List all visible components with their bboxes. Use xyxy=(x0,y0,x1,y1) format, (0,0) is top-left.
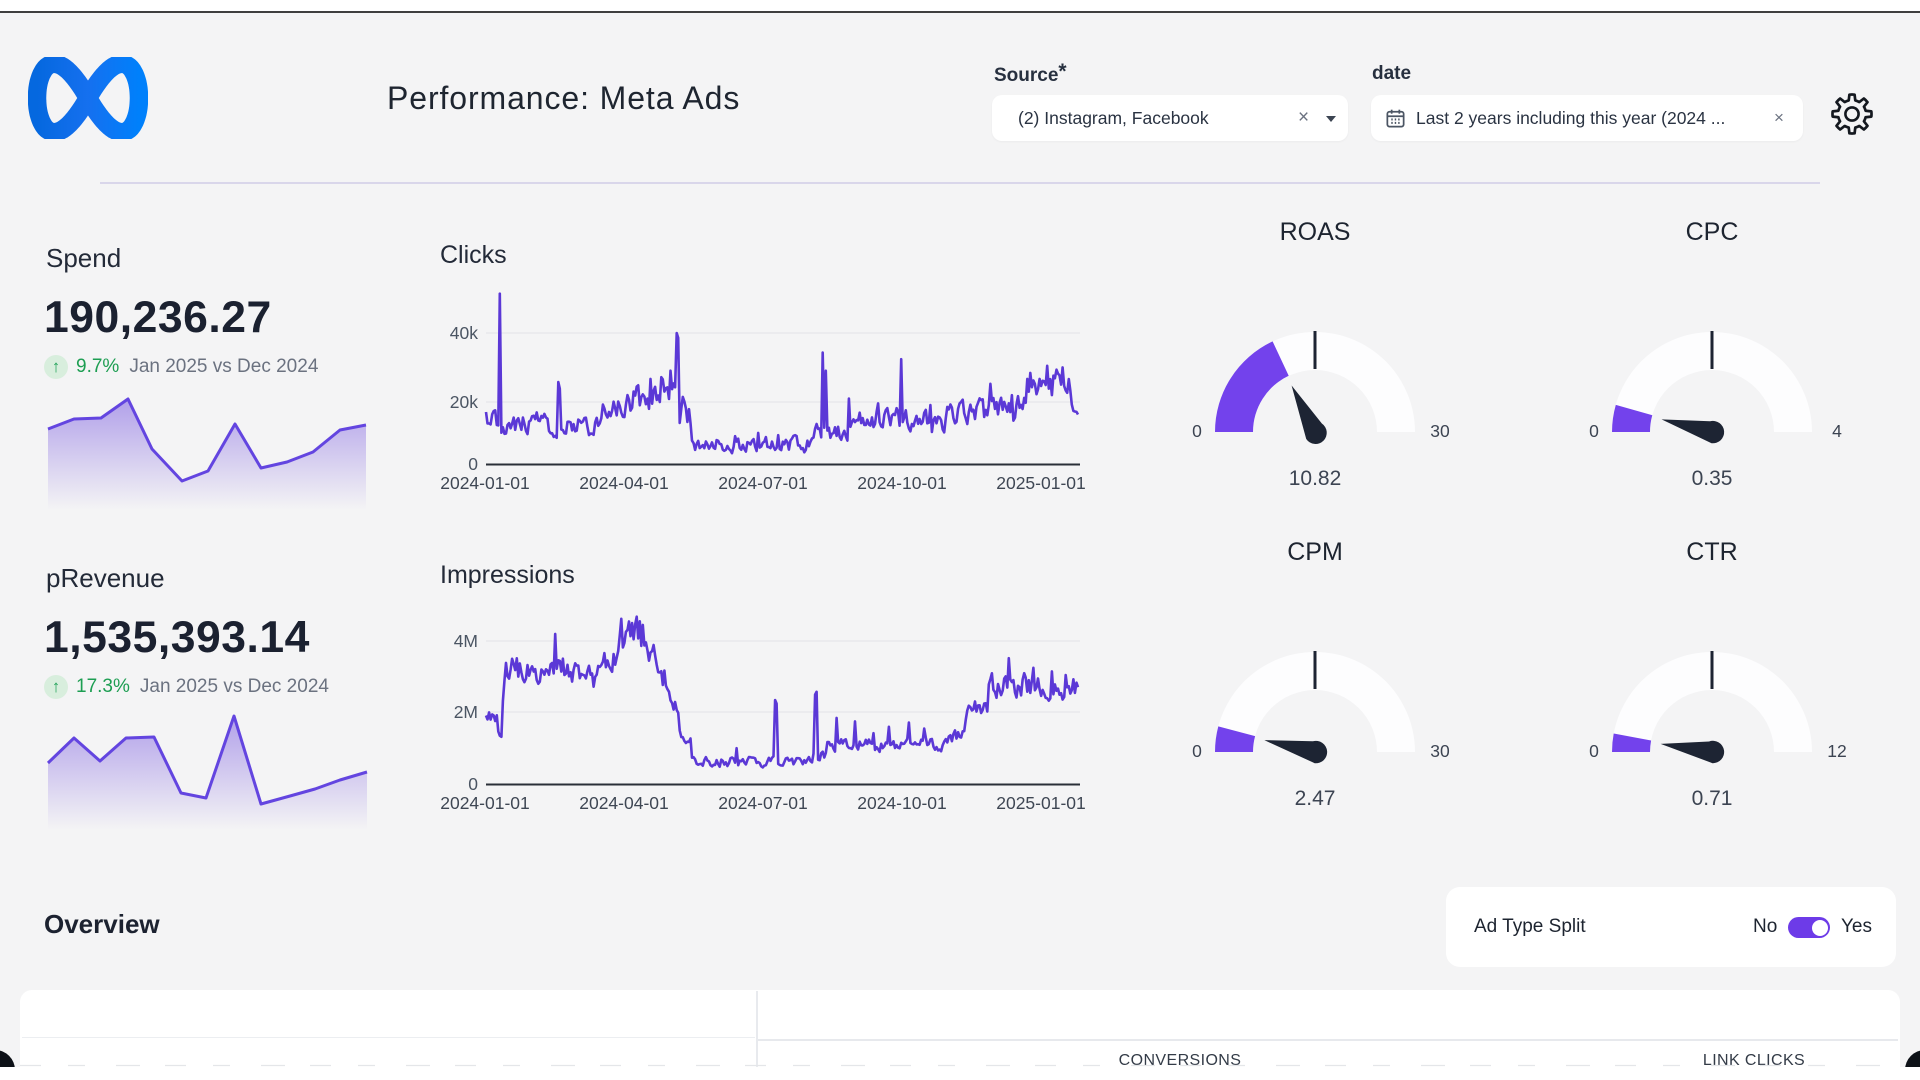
svg-text:4M: 4M xyxy=(454,631,478,651)
svg-text:2025-01-01: 2025-01-01 xyxy=(996,793,1086,813)
svg-text:2024-10-01: 2024-10-01 xyxy=(857,473,947,493)
svg-text:2024-04-01: 2024-04-01 xyxy=(579,473,669,493)
svg-text:2M: 2M xyxy=(454,702,478,722)
svg-text:2024-01-01: 2024-01-01 xyxy=(440,793,530,813)
svg-text:2024-04-01: 2024-04-01 xyxy=(579,793,669,813)
svg-text:0: 0 xyxy=(468,774,478,794)
svg-text:20k: 20k xyxy=(450,392,478,412)
svg-text:40k: 40k xyxy=(450,323,478,343)
svg-text:2024-07-01: 2024-07-01 xyxy=(718,793,808,813)
svg-text:2024-01-01: 2024-01-01 xyxy=(440,473,530,493)
svg-text:2024-10-01: 2024-10-01 xyxy=(857,793,947,813)
svg-text:2025-01-01: 2025-01-01 xyxy=(996,473,1086,493)
svg-text:0: 0 xyxy=(468,454,478,474)
svg-text:2024-07-01: 2024-07-01 xyxy=(718,473,808,493)
